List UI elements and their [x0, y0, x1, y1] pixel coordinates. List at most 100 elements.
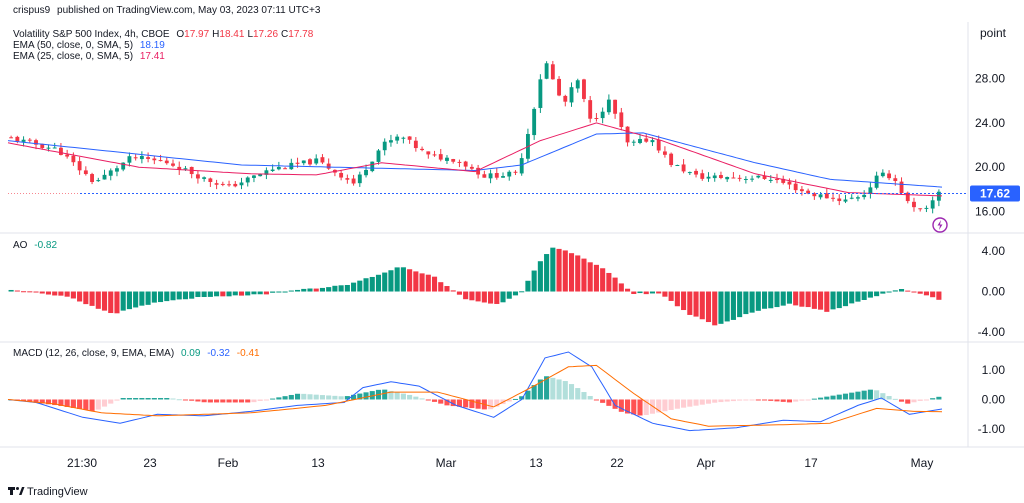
ao-bar — [332, 285, 338, 292]
price-axis[interactable]: 16.00 20.00 24.00 28.00 — [975, 72, 1005, 219]
macd-hist-bar — [494, 399, 500, 407]
ema50-legend[interactable]: EMA (50, close, 0, SMA, 5) 18.19 — [13, 40, 165, 51]
time-tick-label: Feb — [218, 456, 239, 470]
ao-bar — [830, 291, 836, 310]
macd-hist-bar — [351, 394, 357, 400]
macd-legend-signal: -0.41 — [237, 348, 260, 359]
ao-bar — [89, 291, 95, 306]
ao-bar — [407, 269, 413, 292]
tradingview-brand[interactable]: TradingView — [8, 486, 88, 498]
ao-bar — [14, 290, 20, 292]
candle-body — [364, 169, 368, 176]
ao-axis[interactable]: -4.00 0.00 4.00 — [978, 244, 1006, 339]
macd-hist-bar — [681, 399, 687, 408]
candle-body — [588, 100, 593, 119]
candle-body — [420, 148, 425, 151]
ao-bar — [880, 291, 886, 294]
candle-body — [202, 177, 207, 179]
ao-bar — [170, 291, 176, 301]
macd-pane[interactable]: -1.00 0.00 1.00 MACD (12, 26, close, 9, EM… — [7, 348, 1006, 436]
symbol-legend[interactable]: Volatility S&P 500 Index, 4h, CBOE O17.9… — [13, 29, 314, 40]
ao-bar — [637, 291, 643, 294]
macd-hist-bar — [214, 399, 220, 403]
macd-hist-bar — [575, 388, 581, 400]
macd-hist-bar — [438, 399, 444, 404]
ao-legend-label: AO — [13, 240, 28, 251]
candle-body — [700, 173, 705, 179]
macd-hist-bar — [699, 399, 705, 405]
candle-body — [625, 126, 630, 143]
macd-legend[interactable]: MACD (12, 26, close, 9, EMA, EMA) 0.09 -… — [13, 348, 260, 359]
candle-body — [339, 172, 344, 178]
ao-bar — [344, 284, 350, 292]
macd-axis[interactable]: -1.00 0.00 1.00 — [978, 363, 1006, 436]
ao-bar — [189, 291, 195, 299]
macd-hist-bar — [705, 399, 712, 404]
candle-body — [46, 147, 51, 149]
time-tick-label: Apr — [697, 456, 716, 470]
ao-tick-label: -4.00 — [978, 325, 1006, 339]
ao-bar — [158, 291, 164, 303]
ao-bar — [581, 258, 587, 292]
candle-body — [127, 156, 132, 163]
signal-line — [7, 364, 943, 427]
macd-hist-bar — [749, 399, 755, 401]
candle-body — [108, 170, 113, 176]
ao-pane[interactable]: -4.00 0.00 4.00 AO -0.82 — [8, 240, 1006, 339]
candle-body — [158, 160, 163, 162]
macd-hist-bar — [108, 399, 114, 404]
candle-body — [743, 178, 748, 180]
macd-hist-bar — [158, 398, 164, 400]
ao-bar — [550, 247, 556, 292]
macd-hist-bar — [344, 396, 350, 400]
ao-bar — [600, 268, 606, 292]
candle-body — [220, 183, 225, 185]
ao-bar — [898, 289, 905, 292]
ao-bar — [705, 291, 712, 323]
ao-bar — [531, 270, 537, 292]
candle-body — [264, 170, 269, 175]
candle-body — [650, 140, 655, 143]
macd-hist-bar — [662, 399, 668, 412]
candle-body — [787, 181, 792, 185]
time-axis[interactable]: 21:30 23 Feb 13 Mar 13 22 Apr 17 May — [67, 456, 933, 470]
ao-bar — [930, 291, 936, 298]
ao-bar — [568, 253, 575, 292]
candle-body — [90, 174, 94, 183]
ao-bar — [182, 291, 189, 300]
time-tick-label: 22 — [610, 456, 624, 470]
macd-hist-bar — [842, 393, 849, 400]
candle-body — [930, 200, 935, 209]
candle-body — [538, 79, 543, 108]
ao-legend[interactable]: AO -0.82 — [13, 240, 57, 251]
macd-hist-bar — [874, 390, 880, 400]
ao-bar — [681, 291, 687, 311]
ao-bar — [799, 291, 805, 307]
macd-hist-bar — [587, 396, 593, 400]
time-tick-label: 21:30 — [67, 456, 97, 470]
macd-hist-bar — [786, 399, 792, 403]
ao-bar — [294, 289, 301, 292]
candle-body — [83, 170, 88, 175]
lightning-icon[interactable] — [932, 217, 948, 233]
current-price-label: 17.62 — [980, 186, 1010, 200]
macd-hist-bar — [488, 399, 494, 410]
macd-hist-bar — [182, 399, 189, 401]
macd-hist-bar — [431, 399, 438, 402]
ao-bar — [363, 278, 369, 292]
ema25-legend[interactable]: EMA (25, close, 0, SMA, 5) 17.41 — [13, 51, 165, 62]
macd-legend-hist: 0.09 — [181, 348, 201, 359]
candle-body — [413, 140, 418, 149]
macd-hist-bar — [294, 393, 301, 400]
candle-body — [756, 175, 761, 178]
ao-bar — [232, 291, 238, 296]
candle-body — [121, 162, 126, 170]
candle-body — [594, 118, 599, 120]
candle-body — [731, 177, 736, 179]
ohlc-key: C — [281, 29, 288, 40]
ao-bar — [488, 291, 494, 304]
ao-bar — [512, 291, 519, 296]
price-pane[interactable]: point 16.00 20.00 24.00 28.00 17.62 Volatil… — [7, 26, 1020, 233]
candle-body — [320, 157, 325, 163]
